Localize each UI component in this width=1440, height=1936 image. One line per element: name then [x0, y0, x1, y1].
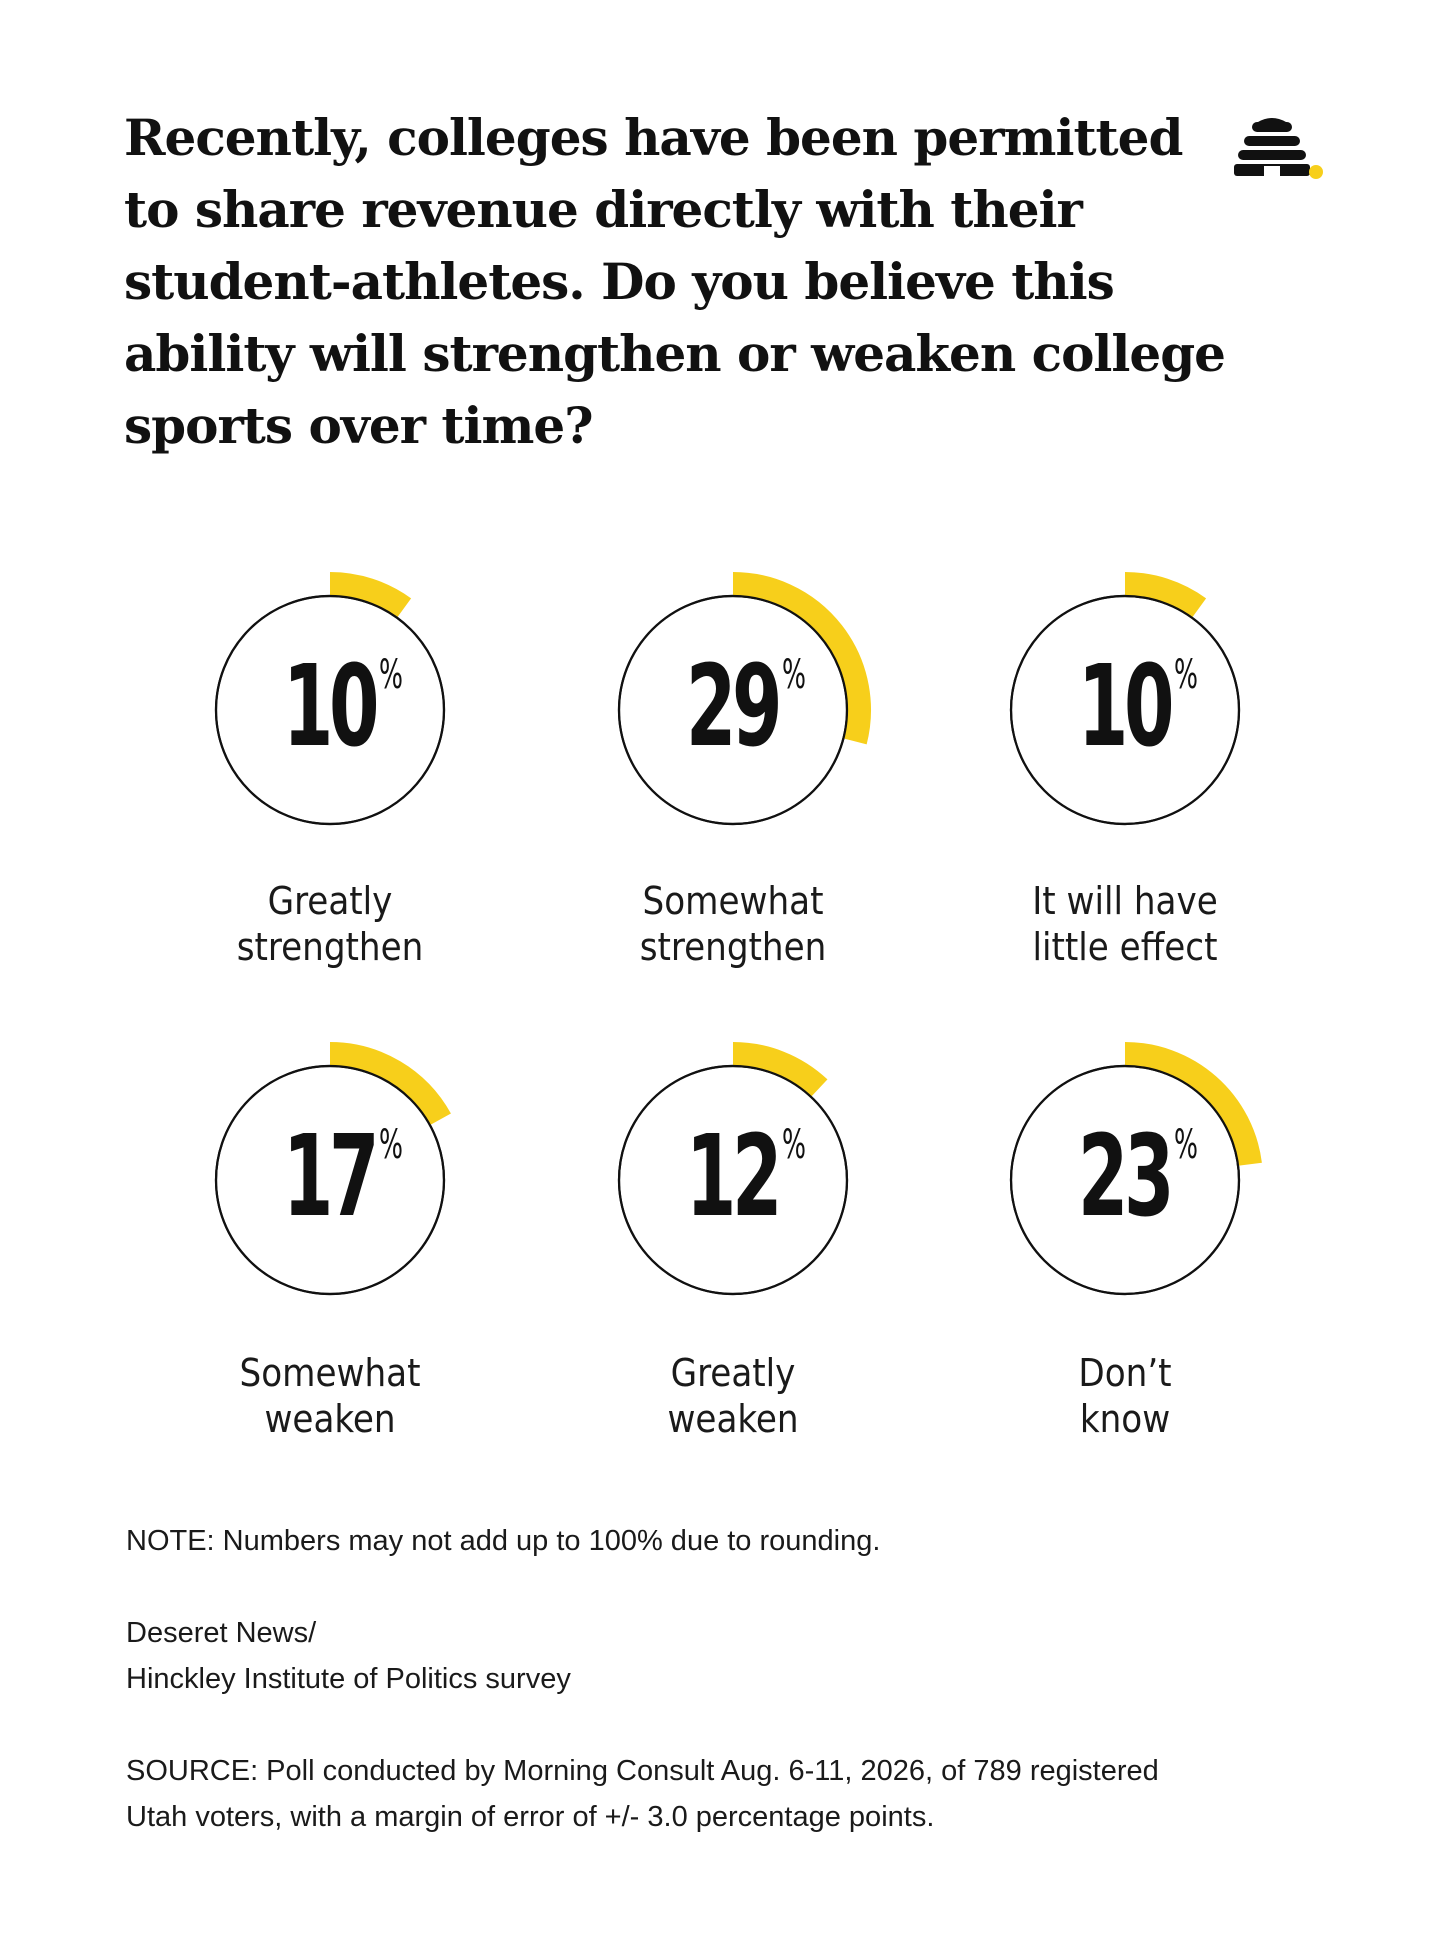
category-label-line: Somewhat	[642, 879, 824, 923]
donut-arc-6	[1124, 1042, 1262, 1166]
category-label-line: strengthen	[639, 925, 827, 969]
chart-title: Recently, colleges have been permitted t…	[124, 108, 1226, 455]
donut-ring-overlay	[214, 1064, 446, 1296]
percent-number: 23	[1077, 1112, 1175, 1242]
percent-value: 17%	[185, 1117, 475, 1237]
category-label: Don’t know	[975, 1350, 1275, 1442]
donut-arc-5	[732, 1042, 828, 1098]
beehive-logo-icon	[1228, 112, 1324, 192]
category-label: Greatly weaken	[583, 1350, 883, 1442]
donut-arc-1	[329, 572, 412, 618]
source-line-1: SOURCE: Poll conducted by Morning Consul…	[126, 1755, 1159, 1787]
donut-1: 10%	[185, 565, 475, 855]
donut-arc-4	[329, 1042, 451, 1126]
percent-sign: %	[379, 1122, 403, 1168]
category-label-line: Greatly	[267, 879, 393, 923]
donut-5: 12%	[588, 1035, 878, 1325]
donut-ring-overlay	[1009, 594, 1241, 826]
category-label-line: Greatly	[670, 1351, 796, 1395]
rounding-note: NOTE: Numbers may not add up to 100% due…	[126, 1525, 881, 1557]
percent-number: 29	[685, 642, 783, 772]
category-label: Somewhat strengthen	[583, 878, 883, 970]
percent-value: 23%	[980, 1117, 1270, 1237]
category-label: It will have little effect	[975, 878, 1275, 970]
category-label: Somewhat weaken	[180, 1350, 480, 1442]
category-label-line: weaken	[264, 1397, 396, 1441]
donut-3: 10%	[980, 565, 1270, 855]
percent-number: 10	[282, 642, 380, 772]
percent-number: 17	[282, 1112, 380, 1242]
category-label-line: weaken	[667, 1397, 799, 1441]
percent-value: 10%	[185, 647, 475, 767]
credit-line-1: Deseret News/	[126, 1617, 317, 1649]
donut-4: 17%	[185, 1035, 475, 1325]
donut-ring-overlay	[617, 594, 849, 826]
category-label-line: little effect	[1032, 925, 1218, 969]
credit-line-2: Hinckley Institute of Politics survey	[126, 1663, 571, 1695]
percent-value: 29%	[588, 647, 878, 767]
category-label: Greatly strengthen	[180, 878, 480, 970]
source-line-2: Utah voters, with a margin of error of +…	[126, 1801, 935, 1833]
percent-value: 10%	[980, 647, 1270, 767]
percent-sign: %	[1174, 1122, 1198, 1168]
category-label-line: strengthen	[236, 925, 424, 969]
percent-sign: %	[782, 652, 806, 698]
donut-ring-overlay	[617, 1064, 849, 1296]
category-label-line: know	[1079, 1397, 1171, 1441]
category-label-line: Don’t	[1078, 1351, 1172, 1395]
percent-value: 12%	[588, 1117, 878, 1237]
percent-number: 10	[1077, 642, 1175, 772]
donut-ring-overlay	[214, 594, 446, 826]
percent-number: 12	[685, 1112, 783, 1242]
percent-sign: %	[1174, 652, 1198, 698]
percent-sign: %	[782, 1122, 806, 1168]
donut-2: 29%	[588, 565, 878, 855]
donut-ring-overlay	[1009, 1064, 1241, 1296]
category-label-line: It will have	[1032, 879, 1218, 923]
donut-arc-3	[1124, 572, 1207, 618]
donut-arc-2	[732, 572, 871, 745]
category-label-line: Somewhat	[239, 1351, 421, 1395]
percent-sign: %	[379, 652, 403, 698]
donut-6: 23%	[980, 1035, 1270, 1325]
